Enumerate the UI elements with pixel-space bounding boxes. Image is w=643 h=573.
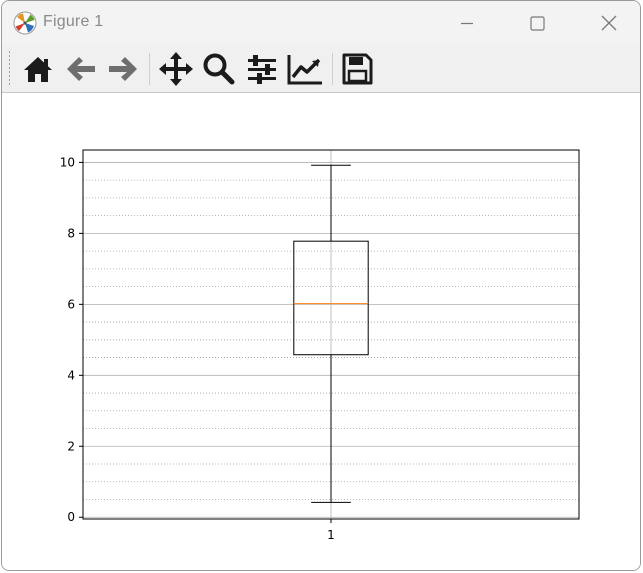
y-tick-label: 6 [67, 297, 75, 311]
move-icon [159, 52, 193, 86]
save-button[interactable] [338, 50, 376, 88]
matplotlib-logo-icon [13, 11, 37, 35]
floppy-disk-icon [342, 53, 373, 85]
line-chart-icon [287, 55, 322, 85]
maximize-button[interactable] [514, 7, 560, 39]
minimize-button[interactable] [444, 7, 490, 39]
iqr-box [293, 240, 369, 356]
y-tick-label: 10 [60, 155, 75, 169]
y-tick-label: 0 [67, 510, 75, 524]
title-bar: Figure 1 [2, 1, 640, 45]
minimize-icon [461, 22, 473, 25]
close-button[interactable] [585, 7, 631, 39]
arrow-left-icon [67, 57, 95, 81]
figure-canvas[interactable]: 0 2 4 6 8 10 1 [2, 93, 640, 570]
home-button[interactable] [19, 50, 57, 88]
magnifier-icon [203, 53, 235, 85]
x-tick-label: 1 [327, 528, 335, 542]
axes-button[interactable] [286, 50, 324, 88]
zoom-button[interactable] [200, 50, 238, 88]
toolbar-separator [149, 53, 150, 85]
y-tick-label: 2 [67, 439, 75, 453]
subplots-button[interactable] [243, 50, 281, 88]
maximize-icon [530, 16, 545, 31]
toolbar-grip[interactable] [8, 51, 11, 85]
home-icon [24, 57, 52, 82]
navigation-toolbar [2, 45, 640, 93]
close-icon [601, 15, 617, 31]
window-title: Figure 1 [43, 13, 104, 30]
boxplot-chart: 0 2 4 6 8 10 1 [60, 149, 580, 542]
pan-button[interactable] [157, 50, 195, 88]
y-tick-label: 8 [67, 226, 75, 240]
forward-button[interactable] [104, 50, 142, 88]
toolbar-separator [332, 53, 333, 85]
arrow-right-icon [109, 57, 137, 81]
y-tick-label: 4 [67, 368, 75, 382]
sliders-icon [248, 55, 276, 84]
back-button[interactable] [62, 50, 100, 88]
